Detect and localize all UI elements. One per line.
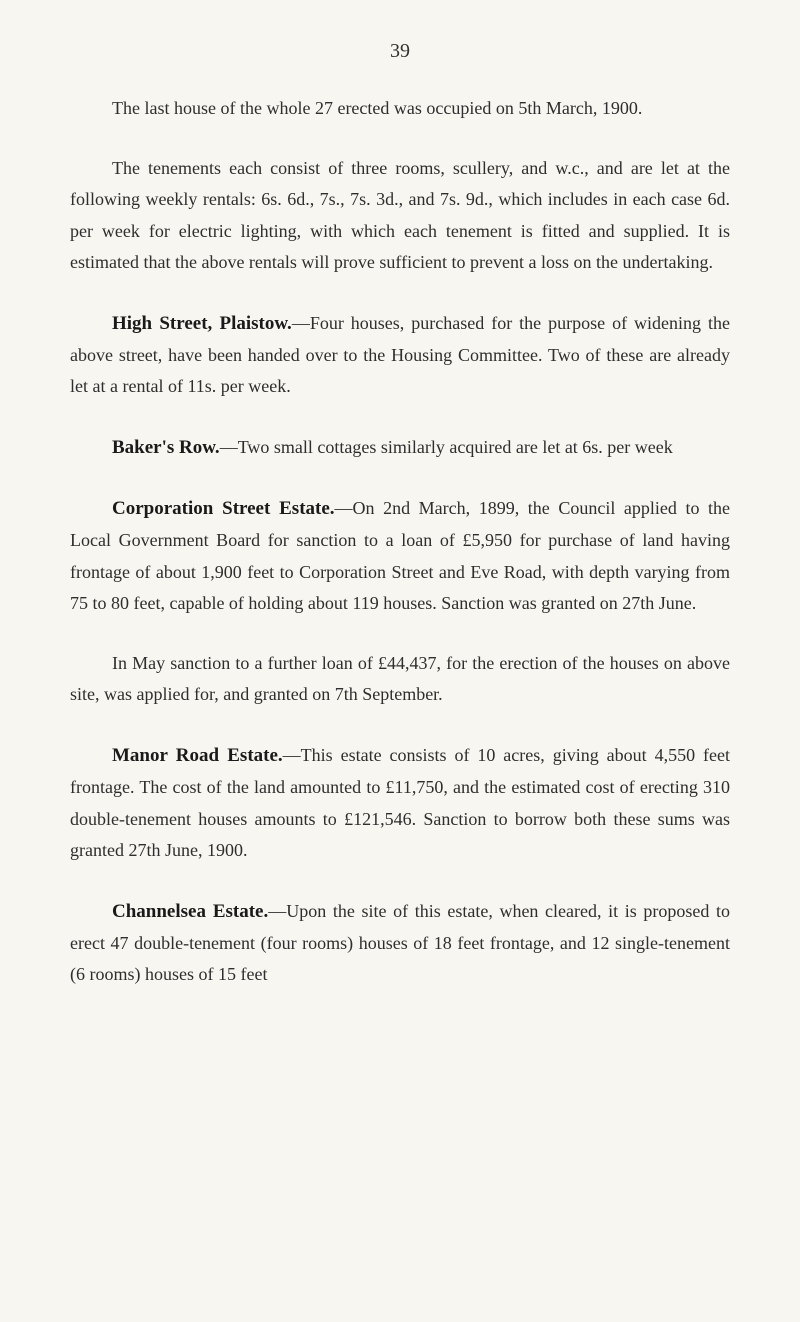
- page-content: The last house of the whole 27 erected w…: [70, 93, 730, 991]
- page-number: 39: [70, 40, 730, 63]
- paragraph: High Street, Plaistow.—Four houses, purc…: [70, 307, 730, 403]
- paragraph: Baker's Row.—Two small cottages similarl…: [70, 431, 730, 464]
- paragraph-text: The tenements each consist of three room…: [70, 158, 730, 273]
- paragraph: Manor Road Estate.—This estate consists …: [70, 739, 730, 867]
- paragraph-text: In May sanction to a further loan of £44…: [70, 653, 730, 705]
- section-heading: Baker's Row.: [112, 437, 220, 458]
- section-heading: Corporation Street Estate.: [112, 498, 335, 519]
- paragraph-text: The last house of the whole 27 erected w…: [112, 98, 642, 118]
- paragraph: Channelsea Estate.—Upon the site of this…: [70, 895, 730, 991]
- paragraph: Corporation Street Estate.—On 2nd March,…: [70, 492, 730, 620]
- paragraph: The tenements each consist of three room…: [70, 153, 730, 279]
- document-page: 39 The last house of the whole 27 erecte…: [0, 0, 800, 1322]
- paragraph: The last house of the whole 27 erected w…: [70, 93, 730, 125]
- section-heading: High Street, Plaistow.: [112, 313, 292, 334]
- paragraph-text: —Two small cottages similarly acquired a…: [220, 437, 673, 457]
- paragraph: In May sanction to a further loan of £44…: [70, 648, 730, 711]
- section-heading: Manor Road Estate.: [112, 745, 283, 766]
- section-heading: Channelsea Estate.: [112, 901, 268, 922]
